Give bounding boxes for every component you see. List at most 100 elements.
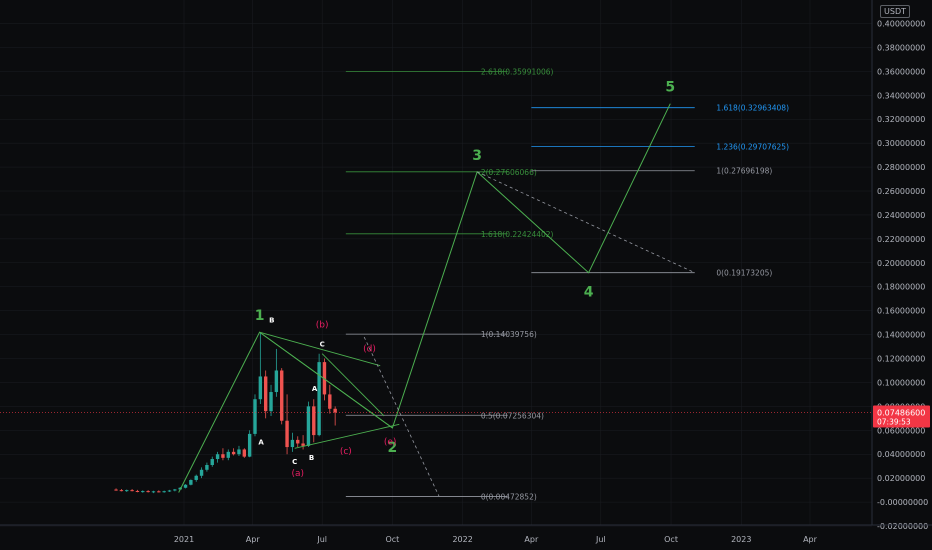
candle-body xyxy=(253,399,257,434)
corrective-label-red: (a) xyxy=(291,469,304,479)
corrective-label-red: (c) xyxy=(340,447,352,457)
x-tick-label: Jul xyxy=(595,535,606,544)
wave-label-4: 4 xyxy=(584,285,594,301)
candle-body xyxy=(242,449,247,457)
corrective-label: A xyxy=(258,439,264,447)
candle-body xyxy=(322,362,327,395)
y-tick-label: 0.06000000 xyxy=(877,426,925,435)
fib-level-label: 0(0.00472852) xyxy=(481,492,537,501)
candle-body xyxy=(141,491,145,493)
candle-body xyxy=(328,394,332,409)
candle-body xyxy=(189,479,193,485)
candle-body xyxy=(258,376,263,400)
candle-body xyxy=(226,451,230,458)
candle-body xyxy=(333,408,337,413)
y-tick-label: 0.38000000 xyxy=(877,43,925,52)
candle-body xyxy=(210,459,214,466)
candle-body xyxy=(205,465,209,470)
y-tick-label: 0.24000000 xyxy=(877,211,925,220)
y-tick-label: 0.02000000 xyxy=(877,474,925,483)
y-tick-label: 0.04000000 xyxy=(877,450,925,459)
y-tick-label: 0.36000000 xyxy=(877,67,925,76)
candle-body xyxy=(130,490,134,492)
fib-level-label: 0(0.19173205) xyxy=(716,269,772,278)
candle-body xyxy=(146,491,150,493)
candle-body xyxy=(173,489,177,491)
corrective-label: B xyxy=(269,317,274,325)
candle-body xyxy=(290,439,295,448)
candle-body xyxy=(114,489,118,491)
corrective-label-red: (b) xyxy=(316,320,329,330)
candle-body xyxy=(269,392,273,412)
candle-body xyxy=(119,490,124,492)
candle-body xyxy=(135,490,140,492)
candle-body xyxy=(301,443,305,446)
triangle-lower-line xyxy=(294,423,400,449)
x-tick-label: Oct xyxy=(385,535,399,544)
x-tick-label: Jul xyxy=(316,535,327,544)
x-tick-label: Apr xyxy=(803,535,818,544)
y-tick-label: 0.40000000 xyxy=(877,20,925,29)
y-tick-label: 0.10000000 xyxy=(877,378,925,387)
x-tick-label: Oct xyxy=(664,535,678,544)
y-tick-label: 0.22000000 xyxy=(877,235,925,244)
candle-body xyxy=(285,420,289,448)
y-tick-label: 0.26000000 xyxy=(877,187,925,196)
candle-body xyxy=(237,449,241,455)
fib-level-label: 2(0.27606066) xyxy=(481,168,537,177)
wave-label-1: 1 xyxy=(255,308,265,324)
candle-body xyxy=(263,376,268,412)
y-tick-label: 0.12000000 xyxy=(877,355,925,364)
fib-level-label: 1.618(0.32963408) xyxy=(716,104,789,113)
corrective-label: C xyxy=(320,341,325,349)
y-tick-label: 0.28000000 xyxy=(877,163,925,172)
y-tick-label: -0.00000000 xyxy=(877,498,928,507)
y-tick-label: 0.14000000 xyxy=(877,331,925,340)
corrective-label-red: (e) xyxy=(384,438,397,448)
candle-body xyxy=(194,475,198,480)
y-tick-label: 0.18000000 xyxy=(877,283,925,292)
corrective-label-red: (d) xyxy=(363,344,376,354)
y-tick-label: 0.16000000 xyxy=(877,307,925,316)
projection-dashed-line xyxy=(363,336,440,497)
fib-level-label: 0.5(0.07256304) xyxy=(481,411,544,420)
price-tag-countdown: 07:39:53 xyxy=(877,418,911,427)
corrective-label: A xyxy=(312,385,318,393)
price-tag xyxy=(873,405,930,428)
candle-body xyxy=(199,469,204,476)
triangle-upper-line xyxy=(259,331,381,367)
wave-label-5: 5 xyxy=(665,80,675,96)
candle-body xyxy=(162,491,166,493)
y-tick-label: -0.02000000 xyxy=(877,522,928,531)
y-tick-label: 0.32000000 xyxy=(877,115,925,124)
y-tick-label: 0.30000000 xyxy=(877,139,925,148)
fib-level-label: 1(0.27696198) xyxy=(716,167,772,176)
y-tick-label: 0.34000000 xyxy=(877,91,925,100)
candle-body xyxy=(247,433,252,457)
x-tick-label: 2021 xyxy=(174,535,194,544)
elliott-wave-path xyxy=(178,103,671,493)
candle-body xyxy=(296,439,300,444)
projection-dashed-line xyxy=(476,171,695,274)
candle-body xyxy=(215,454,220,460)
wave-label-3: 3 xyxy=(472,148,482,164)
candle-body xyxy=(125,490,129,492)
candle-body xyxy=(183,484,188,488)
candle-body xyxy=(157,491,161,493)
candle-body xyxy=(317,362,321,436)
x-tick-label: Apr xyxy=(524,535,539,544)
price-tag-value: 0.07486600 xyxy=(877,409,925,418)
fib-level-label: 2.618(0.35991006) xyxy=(481,67,554,76)
candle-body xyxy=(151,491,156,493)
corrective-label: C xyxy=(292,458,297,466)
candle-body xyxy=(221,454,225,458)
candle-body xyxy=(306,406,311,446)
x-tick-label: 2023 xyxy=(731,535,751,544)
fib-level-label: 1.236(0.29707625) xyxy=(716,143,789,152)
candle-body xyxy=(274,370,279,393)
fib-level-label: 1.618(0.22424402) xyxy=(481,230,554,239)
candle-body xyxy=(167,490,172,492)
currency-badge: USDT xyxy=(880,5,910,18)
candle-body xyxy=(312,406,316,436)
